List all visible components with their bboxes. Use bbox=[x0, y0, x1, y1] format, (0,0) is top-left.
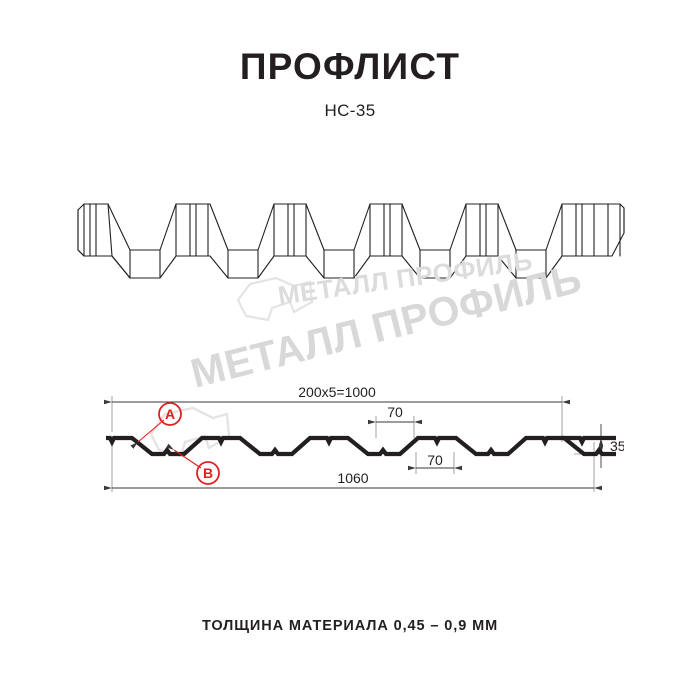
profile-cross-section: 200x5=1000 70 70 35 1060 bbox=[104, 380, 626, 505]
profile-3d-svg bbox=[77, 203, 625, 279]
page-title: ПРОФЛИСТ bbox=[239, 46, 461, 87]
cross-section-svg: 200x5=1000 70 70 35 1060 bbox=[104, 384, 626, 492]
profile-outline bbox=[106, 435, 616, 457]
header: ПРОФЛИСТ НС-35 bbox=[0, 46, 700, 121]
callout-a: A bbox=[130, 402, 182, 449]
product-model-label: НС-35 bbox=[324, 100, 376, 120]
dimension-pitch-text: 200x5=1000 bbox=[298, 384, 376, 400]
callout-b-circle bbox=[196, 461, 220, 485]
callout-a-label: A bbox=[165, 406, 175, 422]
callout-b-label: B bbox=[203, 465, 213, 481]
callout-a-circle bbox=[158, 402, 182, 426]
dimension-crest-width: 70 bbox=[368, 404, 422, 425]
profile-end-lip bbox=[562, 435, 616, 447]
dimension-height: 35 bbox=[598, 424, 626, 468]
dimension-total-width-text: 1060 bbox=[337, 470, 368, 486]
dimension-pitch: 200x5=1000 bbox=[104, 384, 570, 405]
dimension-total-width: 1060 bbox=[104, 470, 602, 491]
material-thickness-note: ТОЛЩИНА МАТЕРИАЛА 0,45 – 0,9 ММ bbox=[201, 618, 499, 634]
dimension-valley-width: 70 bbox=[408, 452, 462, 471]
dimension-valley-width-text: 70 bbox=[427, 452, 443, 468]
profile-3d-view bbox=[68, 178, 634, 313]
dimension-crest-width-text: 70 bbox=[387, 404, 403, 420]
callout-b: B bbox=[166, 443, 220, 485]
dimension-height-text: 35 bbox=[610, 438, 624, 454]
